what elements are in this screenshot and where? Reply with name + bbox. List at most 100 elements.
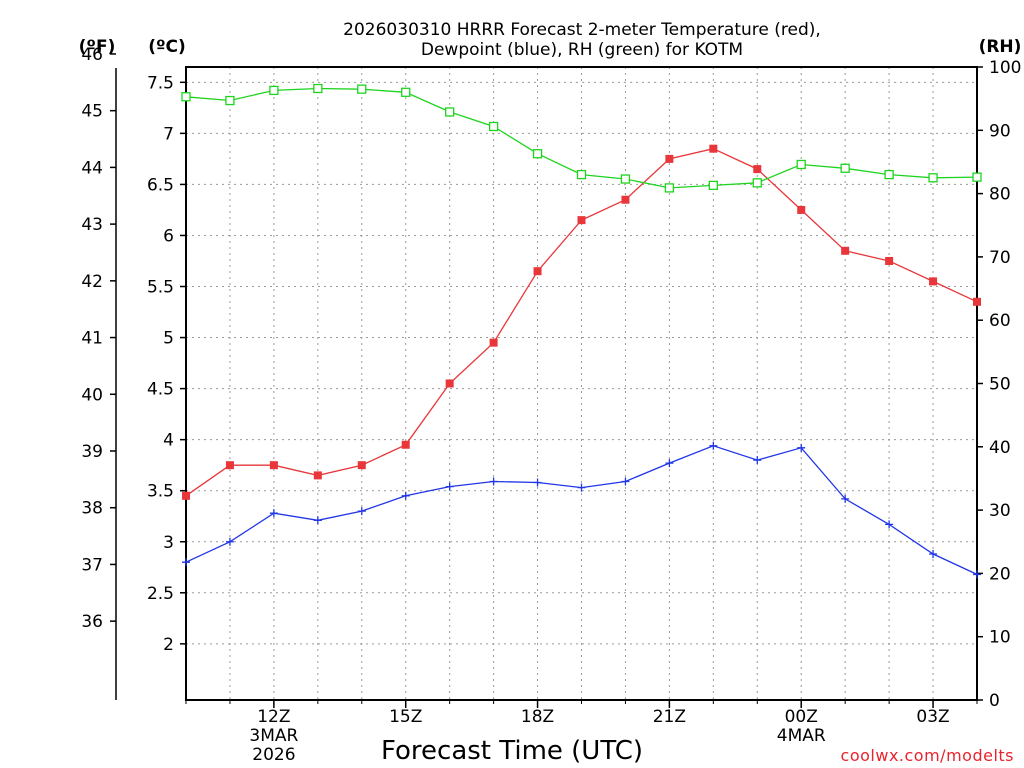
celsius-tick-label: 3 — [163, 533, 174, 553]
x-tick-label: 18Z — [521, 707, 554, 727]
x-tick-label: 12Z — [257, 707, 290, 727]
rh-tick-label: 70 — [989, 248, 1011, 268]
rh-series — [181, 83, 982, 193]
rh-tick-label: 80 — [989, 185, 1011, 205]
rh-point — [796, 159, 806, 170]
x-tick-label: 4MAR — [777, 726, 826, 746]
celsius-tick-label: 3.5 — [147, 482, 174, 502]
temperature-point — [577, 216, 586, 225]
celsius-tick-label: 5.5 — [147, 278, 174, 298]
dewpoint-point — [489, 477, 498, 486]
fahrenheit-tick-label: 42 — [81, 272, 103, 292]
rh-point — [488, 121, 499, 132]
rh-point — [884, 169, 894, 180]
celsius-tick-label: 4.5 — [147, 380, 174, 400]
dewpoint-point — [225, 537, 234, 546]
credit-text[interactable]: coolwx.com/modelts — [841, 746, 1014, 765]
x-tick-label: 00Z — [785, 707, 818, 727]
rh-point — [664, 183, 675, 193]
x-tick-label: 03Z — [916, 707, 949, 727]
fahrenheit-tick-label: 40 — [81, 385, 103, 405]
grid-lines — [186, 67, 977, 700]
fahrenheit-tick-label: 41 — [81, 329, 103, 349]
celsius-tick-label: 5 — [163, 329, 174, 349]
temperature-point — [709, 144, 718, 153]
rh-tick-label: 100 — [989, 58, 1021, 78]
dewpoint-line — [185, 445, 978, 575]
celsius-tick-label: 7.5 — [147, 73, 174, 93]
dewpoint-point — [445, 482, 454, 491]
temperature-point — [533, 267, 542, 276]
rh-tick-label: 90 — [989, 121, 1011, 141]
rh-point — [752, 178, 762, 188]
temperature-point — [973, 297, 981, 306]
rh-point — [972, 172, 982, 182]
dewpoint-point — [621, 477, 630, 486]
rh-point — [181, 92, 191, 102]
rh-point — [401, 87, 411, 97]
temperature-point — [797, 205, 806, 214]
temperature-point — [225, 461, 234, 470]
celsius-tick-label: 2.5 — [147, 584, 174, 604]
temperature-point — [489, 338, 498, 347]
celsius-tick-label: 7 — [163, 124, 174, 144]
axes — [110, 53, 983, 708]
rh-tick-label: 10 — [989, 628, 1011, 648]
fahrenheit-tick-label: 44 — [81, 158, 103, 178]
dewpoint-point — [841, 494, 850, 503]
celsius-tick-label: 6 — [163, 226, 174, 246]
rh-tick-label: 20 — [989, 564, 1011, 584]
dewpoint-series — [182, 441, 981, 579]
fahrenheit-tick-label: 39 — [81, 442, 103, 462]
series-lines — [181, 83, 982, 579]
rh-tick-label: 60 — [989, 311, 1011, 331]
dewpoint-point — [885, 520, 894, 529]
rh-point — [708, 180, 718, 191]
tick-labels: 36 37 38 39 40 41 42 43 44 45 46 2 2.5 3 3.5 4 4.5 5 5.5 6 6… — [81, 45, 1021, 765]
fahrenheit-tick-label: 43 — [81, 215, 103, 235]
rh-point — [357, 84, 367, 94]
celsius-tick-label: 6.5 — [147, 175, 174, 195]
temperature-point — [445, 379, 454, 388]
dewpoint-point — [269, 509, 278, 518]
rh-point — [269, 85, 279, 96]
temperature-point — [182, 491, 190, 500]
temperature-point — [841, 246, 850, 255]
dewpoint-point — [577, 483, 586, 492]
fahrenheit-tick-label: 46 — [81, 45, 103, 65]
fahrenheit-tick-label: 38 — [81, 499, 103, 519]
rh-tick-label: 40 — [989, 438, 1011, 458]
temperature-point — [269, 461, 278, 470]
dewpoint-point — [753, 456, 762, 465]
x-axis-title: Forecast Time (UTC) — [381, 736, 643, 766]
temperature-point — [665, 154, 674, 163]
rh-tick-label: 0 — [989, 691, 1000, 711]
dewpoint-point — [665, 459, 674, 468]
celsius-axis-label: (ºC) — [148, 37, 186, 57]
plot-frame — [185, 66, 978, 701]
chart-title-line2: Dewpoint (blue), RH (green) for KOTM — [421, 40, 743, 60]
rh-point — [532, 149, 543, 159]
fahrenheit-axis-label: (ºF) — [79, 37, 116, 57]
rh-point — [620, 174, 631, 184]
rh-tick-label: 30 — [989, 501, 1011, 521]
rh-point — [445, 107, 455, 117]
celsius-tick-label: 2 — [163, 635, 174, 655]
dewpoint-point — [313, 516, 322, 525]
rh-point — [928, 173, 938, 183]
dewpoint-point — [797, 443, 806, 452]
temperature-series — [182, 144, 981, 500]
dewpoint-point — [929, 550, 938, 559]
celsius-tick-label: 4 — [163, 431, 174, 451]
temperature-point — [929, 277, 938, 286]
temperature-point — [753, 165, 762, 174]
dewpoint-point — [182, 558, 190, 567]
rh-point — [840, 163, 850, 173]
rh-axis-label: (RH) — [979, 37, 1022, 57]
x-tick-label: 2026 — [252, 745, 295, 765]
fahrenheit-tick-label: 37 — [81, 555, 103, 575]
chart-title-line1: 2026030310 HRRR Forecast 2-meter Tempera… — [343, 20, 821, 40]
rh-point — [576, 169, 587, 180]
temperature-point — [357, 461, 366, 470]
rh-point — [225, 95, 235, 106]
